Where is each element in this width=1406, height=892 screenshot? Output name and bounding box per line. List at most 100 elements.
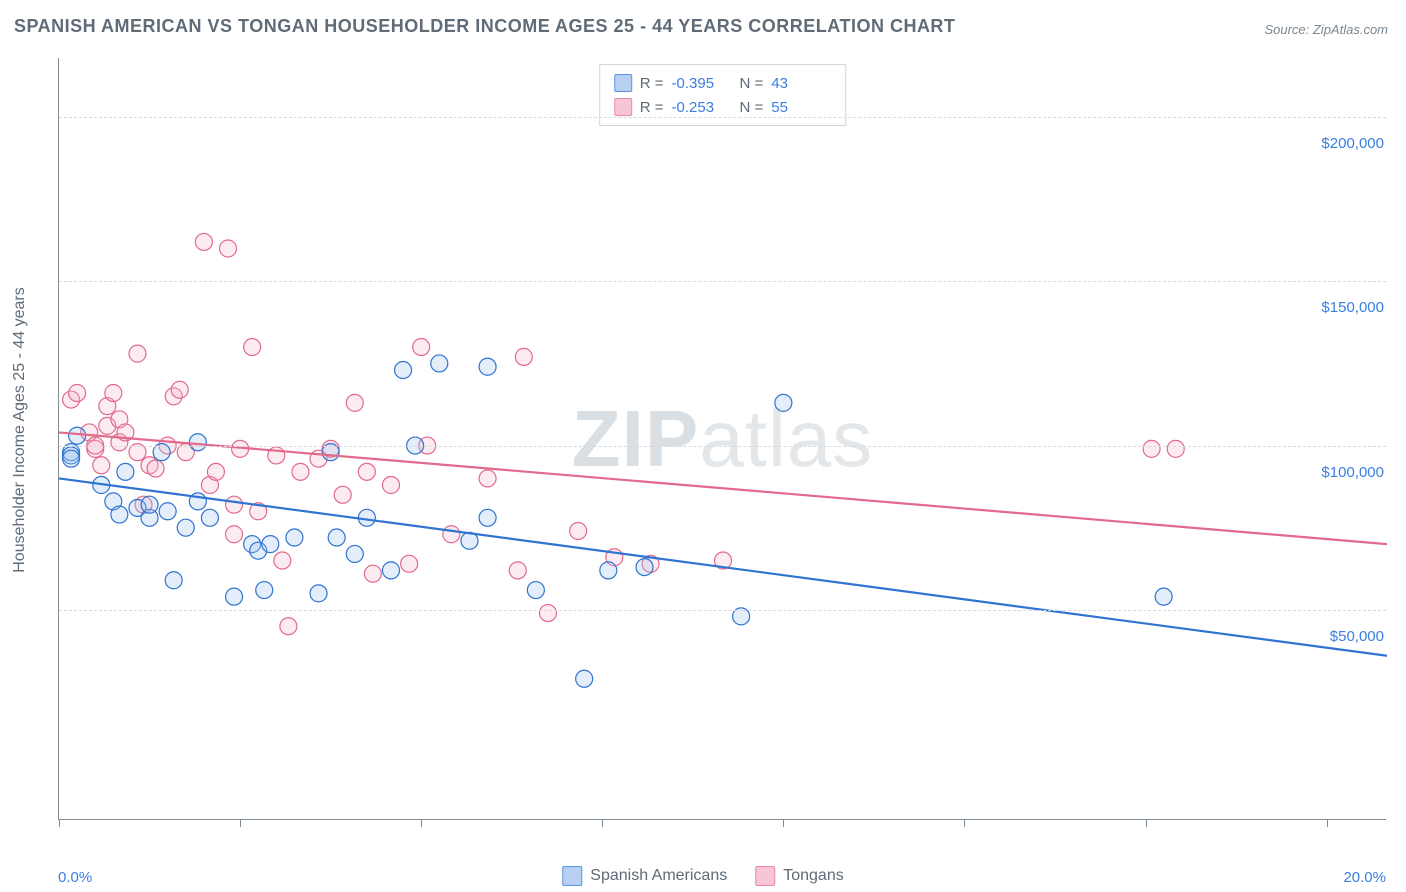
scatter-point <box>165 572 182 589</box>
scatter-point <box>576 670 593 687</box>
scatter-point <box>401 555 418 572</box>
x-min-label: 0.0% <box>58 869 92 886</box>
x-tick <box>240 819 241 827</box>
scatter-point <box>334 486 351 503</box>
x-tick <box>964 819 965 827</box>
scatter-point <box>479 470 496 487</box>
scatter-point <box>328 529 345 546</box>
scatter-point <box>443 526 460 543</box>
n-label: N = <box>740 99 764 116</box>
gridline <box>59 610 1386 611</box>
scatter-point <box>292 463 309 480</box>
legend-item: Spanish Americans <box>562 866 727 886</box>
legend-swatch <box>562 866 582 886</box>
scatter-point <box>539 605 556 622</box>
scatter-point <box>117 463 134 480</box>
scatter-point <box>346 394 363 411</box>
scatter-point <box>105 385 122 402</box>
scatter-point <box>286 529 303 546</box>
y-tick-label: $100,000 <box>1321 464 1384 481</box>
y-axis-label: Householder Income Ages 25 - 44 years <box>11 287 29 573</box>
scatter-point <box>159 503 176 520</box>
gridline <box>59 281 1386 282</box>
y-tick-label: $50,000 <box>1330 628 1384 645</box>
legend-label: Tongans <box>783 867 844 885</box>
legend-swatch <box>755 866 775 886</box>
scatter-point <box>600 562 617 579</box>
x-tick <box>1146 819 1147 827</box>
scatter-point <box>431 355 448 372</box>
scatter-point <box>346 545 363 562</box>
scatter-point <box>570 522 587 539</box>
r-value: -0.395 <box>672 75 732 92</box>
correlation-row: R = -0.253 N = 55 <box>614 95 832 119</box>
scatter-point <box>256 582 273 599</box>
plot-svg <box>59 58 1387 820</box>
n-value: 43 <box>771 75 831 92</box>
scatter-point <box>515 348 532 365</box>
x-tick <box>602 819 603 827</box>
scatter-point <box>527 582 544 599</box>
scatter-point <box>220 240 237 257</box>
scatter-point <box>147 460 164 477</box>
scatter-point <box>395 362 412 379</box>
scatter-point <box>383 562 400 579</box>
scatter-point <box>1167 440 1184 457</box>
x-tick <box>59 819 60 827</box>
chart-container: SPANISH AMERICAN VS TONGAN HOUSEHOLDER I… <box>0 0 1406 892</box>
scatter-point <box>226 526 243 543</box>
scatter-point <box>509 562 526 579</box>
x-tick <box>783 819 784 827</box>
r-value: -0.253 <box>672 99 732 116</box>
scatter-point <box>177 519 194 536</box>
scatter-point <box>141 496 158 513</box>
scatter-point <box>129 345 146 362</box>
series-swatch <box>614 74 632 92</box>
x-tick <box>1327 819 1328 827</box>
scatter-point <box>364 565 381 582</box>
scatter-point <box>413 339 430 356</box>
gridline <box>59 446 1386 447</box>
r-label: R = <box>640 99 664 116</box>
series-legend: Spanish Americans Tongans <box>562 866 843 886</box>
scatter-point <box>636 559 653 576</box>
scatter-point <box>63 450 80 467</box>
trend-line <box>59 432 1387 544</box>
scatter-point <box>1155 588 1172 605</box>
scatter-point <box>195 233 212 250</box>
y-tick-label: $150,000 <box>1321 299 1384 316</box>
scatter-point <box>189 434 206 451</box>
scatter-point <box>274 552 291 569</box>
scatter-point <box>226 496 243 513</box>
n-value: 55 <box>771 99 831 116</box>
scatter-point <box>479 358 496 375</box>
n-label: N = <box>740 75 764 92</box>
x-max-label: 20.0% <box>1343 869 1386 886</box>
plot-area: ZIPatlas R =-0.395N =43R =-0.253N =55 <box>58 58 1386 820</box>
scatter-point <box>207 463 224 480</box>
scatter-point <box>244 339 261 356</box>
scatter-point <box>775 394 792 411</box>
series-swatch <box>614 98 632 116</box>
scatter-point <box>69 427 86 444</box>
scatter-point <box>226 588 243 605</box>
x-tick <box>421 819 422 827</box>
scatter-point <box>479 509 496 526</box>
gridline <box>59 117 1386 118</box>
scatter-point <box>93 457 110 474</box>
scatter-point <box>69 385 86 402</box>
r-label: R = <box>640 75 664 92</box>
scatter-point <box>201 509 218 526</box>
scatter-point <box>310 585 327 602</box>
scatter-point <box>280 618 297 635</box>
legend-item: Tongans <box>755 866 844 886</box>
correlation-row: R = -0.395 N = 43 <box>614 71 832 95</box>
scatter-point <box>262 536 279 553</box>
trend-line <box>59 478 1387 655</box>
chart-title: SPANISH AMERICAN VS TONGAN HOUSEHOLDER I… <box>14 16 955 37</box>
scatter-point <box>111 506 128 523</box>
scatter-point <box>358 463 375 480</box>
legend-label: Spanish Americans <box>590 867 727 885</box>
source-label: Source: ZipAtlas.com <box>1264 22 1388 37</box>
scatter-point <box>171 381 188 398</box>
